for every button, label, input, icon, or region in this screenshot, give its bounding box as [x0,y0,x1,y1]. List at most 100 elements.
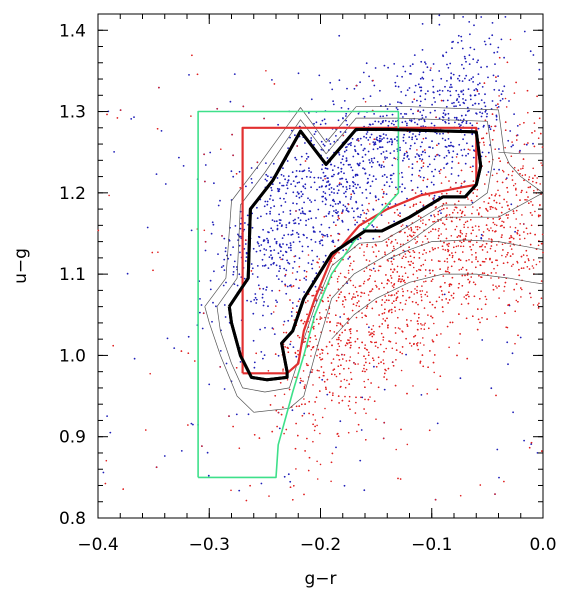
blue-point [356,208,358,210]
blue-point [380,214,383,217]
red-point [292,307,294,310]
red-point [355,316,358,319]
red-point [490,277,492,279]
red-point [306,437,308,440]
blue-point [324,234,326,237]
blue-point [259,328,261,331]
red-point [357,363,359,365]
red-point [420,328,423,330]
red-point [417,110,419,112]
blue-point [308,170,310,172]
red-point [350,341,352,344]
red-point [466,357,469,360]
red-point [540,242,543,245]
red-point [542,251,544,254]
red-point [390,274,392,277]
blue-point [279,197,282,200]
red-point [448,299,451,301]
blue-point [496,448,499,451]
red-point [421,324,423,326]
blue-point [265,249,268,251]
blue-point [476,61,478,64]
red-point [493,267,495,270]
blue-point [416,123,419,126]
blue-point [451,156,454,159]
red-point [534,130,536,132]
red-point [349,265,351,267]
red-point [507,214,510,216]
red-point [388,340,390,342]
red-point [481,272,484,274]
blue-point [406,89,409,91]
red-point [365,259,368,261]
blue-point [313,181,316,184]
red-point [356,430,358,433]
red-point [334,245,336,248]
red-point [481,249,484,251]
red-point [312,328,315,330]
red-point [520,267,523,270]
blue-point [395,186,397,189]
blue-point [419,104,421,107]
blue-point [190,229,193,232]
blue-point [224,316,227,318]
blue-point [227,257,230,260]
blue-point [460,124,462,126]
blue-point [106,415,108,417]
red-point [447,249,450,252]
blue-point [372,161,374,164]
red-point [324,407,326,410]
blue-point [333,200,336,203]
red-point [393,284,395,286]
blue-point [376,139,379,142]
red-point [404,303,407,305]
red-point [386,279,389,282]
red-point [380,304,383,306]
red-point [495,193,497,195]
blue-point [345,186,348,188]
red-point [464,206,467,208]
red-point [479,207,481,209]
blue-point [488,126,491,129]
blue-point [270,263,272,266]
blue-point [444,121,447,124]
red-point [314,425,316,428]
red-point [458,282,460,285]
blue-point [289,244,292,247]
blue-point [446,80,448,82]
red-point [491,113,494,115]
red-point [495,208,498,211]
blue-point [345,209,348,212]
red-point [502,221,505,223]
blue-point [312,226,315,229]
red-point [465,233,468,235]
red-point [333,331,336,333]
red-point [526,254,528,257]
blue-point [343,150,346,153]
red-point [446,214,448,216]
blue-point [357,238,359,241]
red-point [412,262,414,265]
blue-point [326,157,329,159]
red-point [367,378,370,381]
blue-point [508,100,510,102]
red-point [385,274,387,276]
red-point [508,237,511,240]
blue-point [455,116,458,119]
red-point [470,248,473,251]
red-point [513,92,516,94]
blue-point [346,123,349,126]
blue-point [239,227,242,230]
blue-point [210,232,213,235]
red-point [410,226,412,229]
blue-point [430,181,433,184]
blue-point [392,172,395,175]
red-point [376,286,378,288]
red-point [437,260,440,262]
red-point [518,268,520,271]
blue-point [309,199,311,202]
red-point [465,294,467,297]
red-point [467,278,469,281]
red-point [415,242,417,244]
red-point [316,460,318,463]
